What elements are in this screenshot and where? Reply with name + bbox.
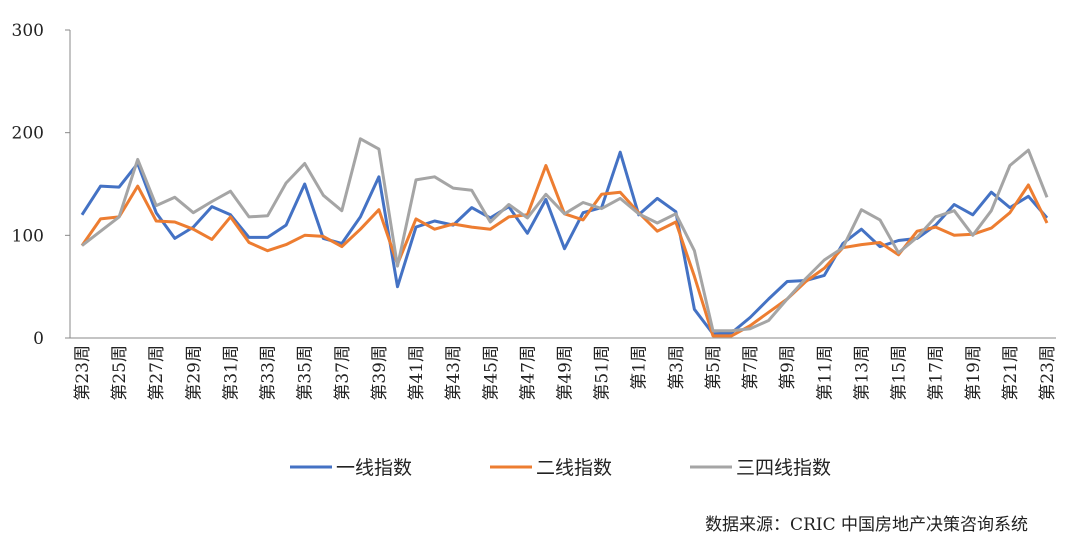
x-tick-label: 第43周 (444, 345, 464, 401)
series-line (81, 137, 1049, 333)
series-line (80, 150, 1049, 336)
x-tick-label: 第37周 (333, 345, 353, 401)
x-tick-label: 第47周 (518, 345, 538, 401)
legend-label: 二线指数 (536, 457, 612, 479)
y-tick-label: 100 (12, 226, 44, 246)
x-tick-label: 第29周 (184, 345, 204, 401)
x-tick-label: 第45周 (481, 345, 501, 401)
x-tick-label: 第51周 (593, 345, 613, 401)
x-tick-label: 第3周 (667, 345, 687, 390)
x-tick-label: 第23周 (1038, 345, 1058, 401)
source-note: 数据来源：CRIC 中国房地产决策咨询系统 (705, 515, 1028, 535)
x-tick-label: 第17周 (927, 345, 947, 401)
x-tick-label: 第27周 (147, 345, 167, 401)
x-tick-label: 第25周 (110, 345, 130, 401)
x-tick-label: 第23周 (73, 345, 93, 401)
y-tick-label: 0 (33, 329, 44, 349)
legend-label: 一线指数 (336, 457, 412, 479)
legend-label: 三四线指数 (736, 457, 831, 479)
y-tick-label: 200 (12, 124, 44, 144)
x-tick-label: 第41周 (407, 345, 427, 401)
x-tick-label: 第49周 (556, 345, 576, 401)
x-tick-label: 第5周 (704, 345, 724, 390)
x-tick-label: 第39周 (370, 345, 390, 401)
x-tick-label: 第13周 (852, 345, 872, 401)
x-tick-label: 第7周 (741, 345, 761, 390)
x-tick-label: 第33周 (259, 345, 279, 401)
x-tick-label: 第19周 (964, 345, 984, 401)
x-tick-label: 第1周 (630, 345, 650, 390)
x-tick-label: 第15周 (890, 345, 910, 401)
x-tick-label: 第31周 (221, 345, 241, 401)
x-tick-label: 第21周 (1001, 345, 1021, 401)
x-tick-label: 第11周 (815, 345, 835, 401)
x-tick-label: 第9周 (778, 345, 798, 390)
y-tick-label: 300 (12, 21, 44, 41)
x-tick-label: 第35周 (296, 345, 316, 401)
